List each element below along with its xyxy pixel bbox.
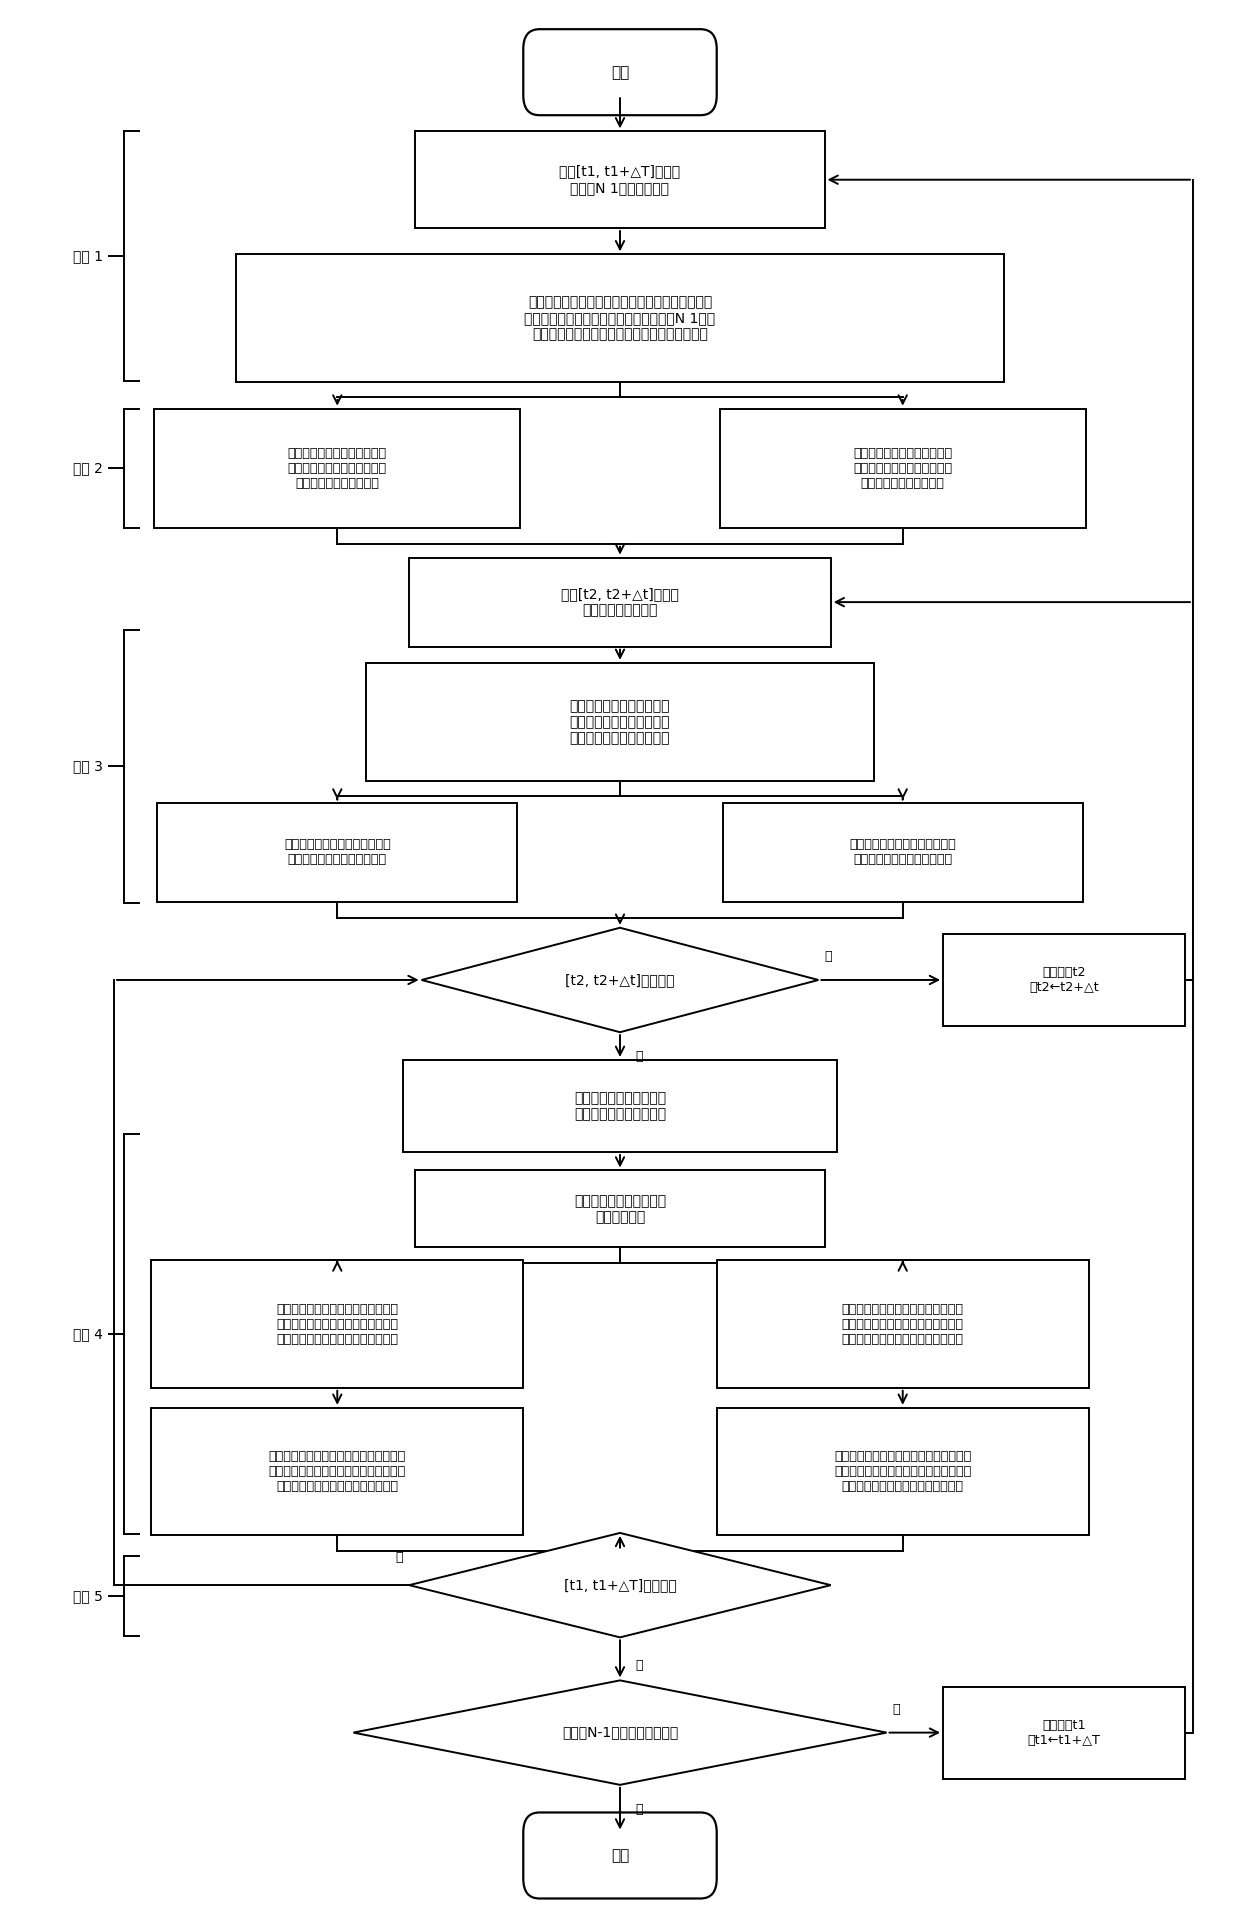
Text: 配电网调度控制站向可接受放电调度
的电动汽车用户。推送接入重载输电
线路受端配电网的可用放电设施信息: 配电网调度控制站向可接受放电调度 的电动汽车用户。推送接入重载输电 线路受端配电… [842,1302,963,1346]
Polygon shape [409,1532,831,1638]
Text: 是: 是 [635,1803,642,1816]
FancyBboxPatch shape [723,803,1083,902]
Text: 配电网调度控制站向可接受充电调度
的电动汽车用户。推送接入重载输电
线路送端配电网的可用充电设施信息: 配电网调度控制站向可接受充电调度 的电动汽车用户。推送接入重载输电 线路送端配电… [277,1302,398,1346]
FancyBboxPatch shape [157,803,517,902]
FancyBboxPatch shape [717,1407,1089,1536]
Text: [t1, t1+△T]时段结束: [t1, t1+△T]时段结束 [564,1578,676,1592]
Text: 输电网电力调度控制中心基于上一时段的电网运行
数据和短期负荷预测结果。依照输电线路N 1有功
潮流约束。筛选出存在过载风险的重载输电线路: 输电网电力调度控制中心基于上一时段的电网运行 数据和短期负荷预测结果。依照输电线… [525,296,715,342]
FancyBboxPatch shape [151,1260,523,1388]
Text: 在受端配电网。筛选出可用的放
电设施。确定其放电接入能力: 在受端配电网。筛选出可用的放 电设施。确定其放电接入能力 [849,839,956,866]
FancyBboxPatch shape [415,131,825,228]
Polygon shape [353,1680,887,1786]
FancyBboxPatch shape [409,557,831,647]
Text: 是: 是 [635,1659,642,1672]
FancyBboxPatch shape [942,1686,1184,1778]
FancyBboxPatch shape [415,1171,825,1248]
Text: 步骤 2: 步骤 2 [73,461,103,476]
FancyBboxPatch shape [717,1260,1089,1388]
Text: 对采集到的电动汽车数据
进行分析匹配: 对采集到的电动汽车数据 进行分析匹配 [574,1194,666,1223]
Text: 步骤 1: 步骤 1 [73,250,103,263]
Text: 结束: 结束 [611,1847,629,1862]
Text: 可接受充电调度的电动汽车用户。在由配
电网调度控制站推荐的可用充电设施中自
主选择充电设施。完成电动汽车充电: 可接受充电调度的电动汽车用户。在由配 电网调度控制站推荐的可用充电设施中自 主选… [269,1450,405,1494]
Polygon shape [422,927,818,1033]
FancyBboxPatch shape [151,1407,523,1536]
Text: 开始: 开始 [611,65,629,81]
Text: 更新时间t2
令t2←t2+△t: 更新时间t2 令t2←t2+△t [1029,966,1099,995]
FancyBboxPatch shape [719,409,1086,528]
Text: 电力调度控制中心向负责调控
重载输电线路送端配电网的调
度控制站下发增负荷指令: 电力调度控制中心向负责调控 重载输电线路送端配电网的调 度控制站下发增负荷指令 [288,447,387,490]
FancyBboxPatch shape [523,1812,717,1899]
Text: [t2, t2+△t]时段结束: [t2, t2+△t]时段结束 [565,973,675,987]
Text: 步骤 4: 步骤 4 [73,1327,103,1340]
Text: 步骤 5: 步骤 5 [73,1590,103,1603]
Text: 进行[t2, t2+△t]时段的
充放电设施状态分析: 进行[t2, t2+△t]时段的 充放电设施状态分析 [560,588,680,616]
FancyBboxPatch shape [523,29,717,115]
FancyBboxPatch shape [366,662,874,781]
Text: 步骤 3: 步骤 3 [73,760,103,774]
FancyBboxPatch shape [403,1060,837,1152]
Text: 否: 否 [893,1703,900,1716]
Text: 进行[t1, t1+△T]时段的
输电网N 1静态安全分析: 进行[t1, t1+△T]时段的 输电网N 1静态安全分析 [559,165,681,194]
Text: 配电网调度控制站采集或
接收电动汽车的状态数据: 配电网调度控制站采集或 接收电动汽车的状态数据 [574,1091,666,1121]
Text: 可接受放电调度的电动汽车用户。在由配
电网调度控制站推荐的可用放电设施中自
主选择放电设施。完成电动汽车放电: 可接受放电调度的电动汽车用户。在由配 电网调度控制站推荐的可用放电设施中自 主选… [835,1450,971,1494]
Text: 是: 是 [825,950,832,964]
Text: 输电网N-1静态安全分析结束: 输电网N-1静态安全分析结束 [562,1726,678,1740]
Text: 否: 否 [396,1551,403,1565]
Text: 更新时间t1
令t1←t1+△T: 更新时间t1 令t1←t1+△T [1028,1718,1100,1747]
FancyBboxPatch shape [942,933,1184,1025]
Text: 电力调度控制中心向负责调控
重载输电线路受端配电网的调
度控制站下发减负荷指令: 电力调度控制中心向负责调控 重载输电线路受端配电网的调 度控制站下发减负荷指令 [853,447,952,490]
Text: 配电网调度控制站采集分析
接入重载输电线路送受端配
电网的充放电设施使用状态: 配电网调度控制站采集分析 接入重载输电线路送受端配 电网的充放电设施使用状态 [569,699,671,745]
FancyBboxPatch shape [236,253,1004,382]
Text: 在送端配电网。筛选出可用的充
电设施。确定其可用充电能力: 在送端配电网。筛选出可用的充 电设施。确定其可用充电能力 [284,839,391,866]
Text: 否: 否 [635,1050,642,1064]
FancyBboxPatch shape [155,409,521,528]
